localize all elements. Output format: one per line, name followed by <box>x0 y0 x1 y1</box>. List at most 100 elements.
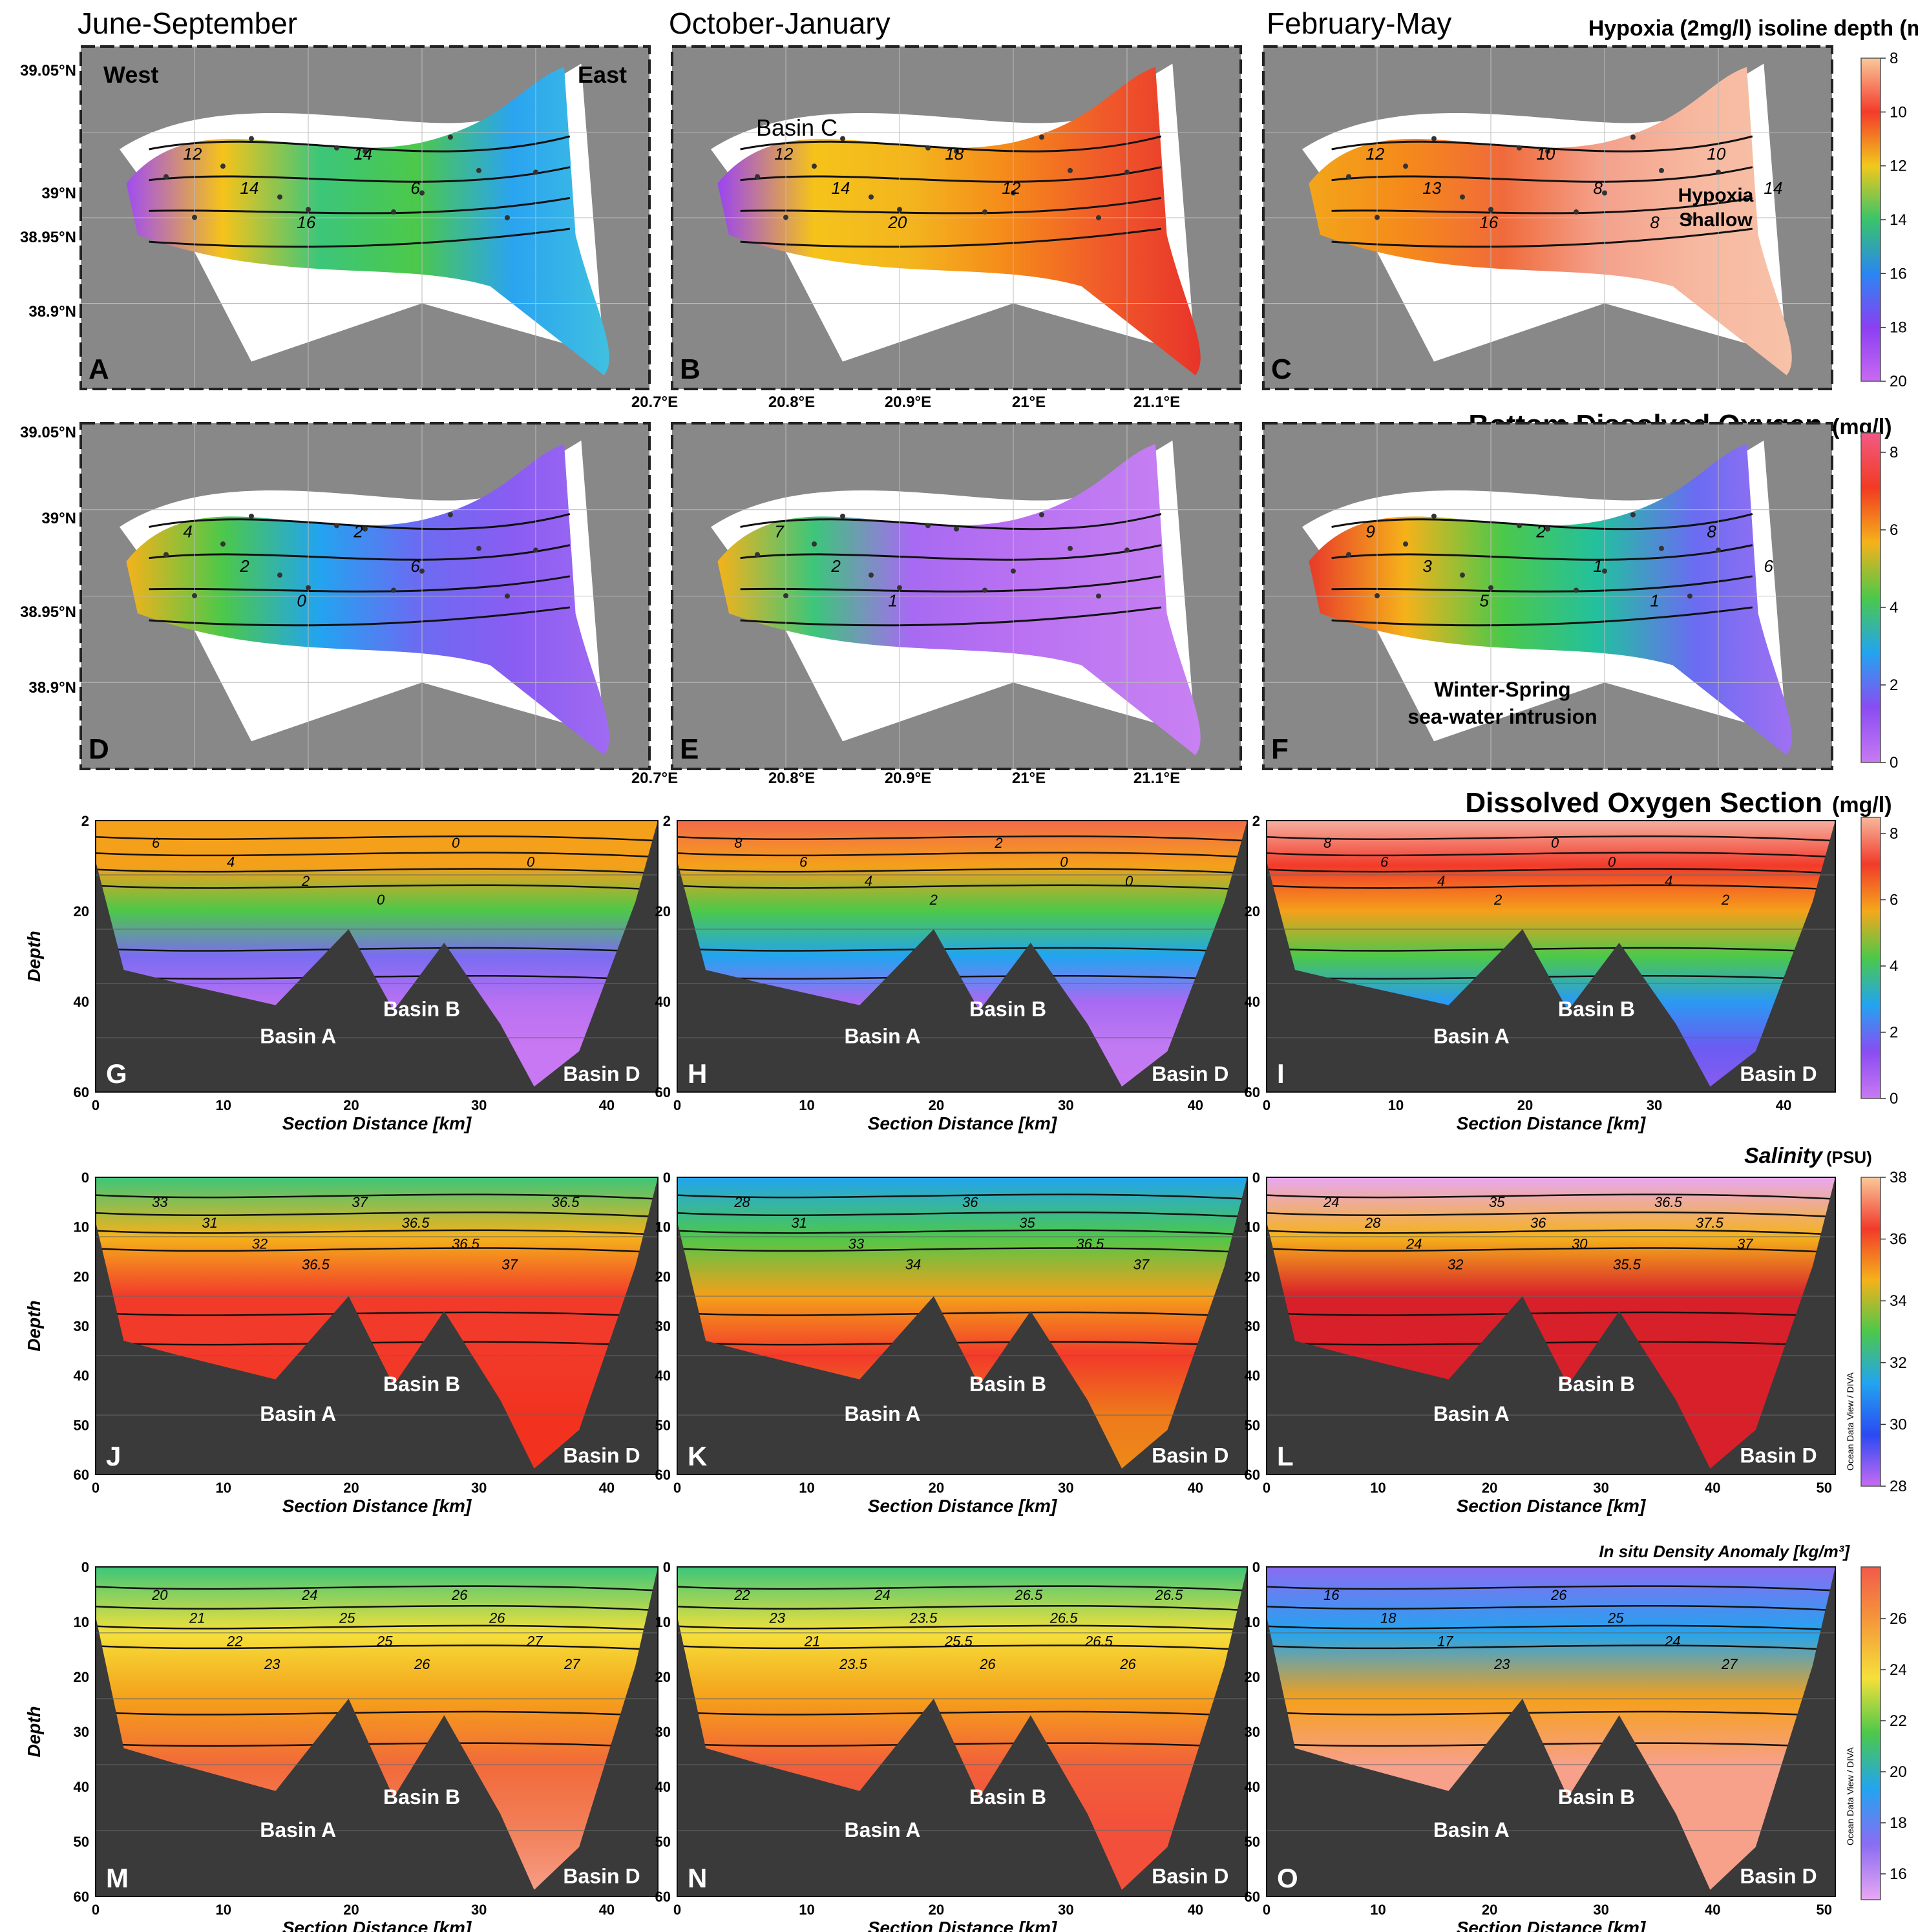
station-dot <box>476 545 481 551</box>
contour-label: 4 <box>227 854 235 870</box>
y-axis-label: Depth <box>24 1300 44 1351</box>
contour-line <box>95 1644 659 1651</box>
contour-line <box>1331 166 1753 183</box>
colorbar-tick-label: 18 <box>1890 1814 1907 1832</box>
x-axis-label: Section Distance [km] <box>868 1496 1058 1516</box>
station-dot <box>505 215 510 220</box>
station-dot <box>1460 194 1465 200</box>
colorbar-tick-label: 22 <box>1890 1712 1907 1730</box>
lat-label: 38.95°N <box>20 229 76 246</box>
distance-tick-label: 20 <box>929 1902 944 1918</box>
station-dot <box>1124 169 1130 175</box>
x-axis-label: Section Distance [km] <box>282 1918 472 1932</box>
station-dot <box>249 513 254 519</box>
contour-line <box>740 513 1162 530</box>
contour-label: 26.5 <box>1049 1610 1079 1626</box>
contour-label: 34 <box>905 1257 921 1273</box>
station-dot <box>476 167 481 173</box>
contour-label: 6 <box>1764 556 1773 576</box>
depth-tick-label: 30 <box>1245 1724 1260 1740</box>
contour-label: 0 <box>1551 835 1559 851</box>
contour-line <box>1266 868 1836 874</box>
station-dot <box>869 194 874 200</box>
basin-label: Basin A <box>1433 1818 1510 1842</box>
station-dot <box>163 174 169 180</box>
depth-tick-label: 60 <box>655 1084 671 1100</box>
station-dot <box>1431 136 1437 142</box>
panel-frame <box>677 1177 1248 1475</box>
distance-tick-label: 10 <box>215 1097 231 1113</box>
contour-label: 18 <box>1380 1610 1396 1626</box>
basin-label: Basin D <box>1152 1444 1228 1467</box>
contour-label: 6 <box>410 556 420 576</box>
lon-label: 21.1°E <box>1133 394 1180 411</box>
colorbar <box>1860 432 1881 763</box>
contour-label: 0 <box>1608 854 1616 870</box>
section-panel: 24 28 24 32 35 36 30 35.5 36.5 37.5 37 Basin A Basin… <box>1266 1177 1836 1475</box>
contour-line <box>677 1193 1248 1200</box>
contour-line <box>149 227 570 248</box>
basin-label: Basin B <box>969 1785 1046 1809</box>
depth-tick-label: 40 <box>1245 994 1260 1010</box>
panel-letter: H <box>688 1058 707 1089</box>
section-panel: 8 6 4 2 0 0 4 2 Basin A Basin B Basin D I <box>1266 820 1836 1093</box>
depth-tick-label: 30 <box>655 1318 671 1334</box>
panel-letter: J <box>106 1441 121 1471</box>
contour-line <box>95 1247 659 1254</box>
row-title-salinity: Salinity <box>1744 1144 1824 1168</box>
station-dot <box>783 215 788 220</box>
panel-letter: M <box>106 1863 129 1893</box>
contour-label: 33 <box>152 1194 168 1210</box>
contour-line <box>95 1211 659 1218</box>
depth-tick-label: 60 <box>655 1889 671 1905</box>
station-dot <box>334 523 339 529</box>
colorbar-tick-label: 0 <box>1890 754 1898 772</box>
contour-label: 6 <box>799 854 808 870</box>
contour-label: 14 <box>831 178 850 198</box>
contour-label: 24 <box>874 1587 890 1603</box>
distance-tick-label: 50 <box>1817 1902 1832 1918</box>
station-dot <box>163 552 169 558</box>
station-dot <box>783 593 788 598</box>
depth-tick-label: 10 <box>74 1614 89 1630</box>
contour-label: 8 <box>1593 178 1603 198</box>
contour-line <box>1331 513 1753 530</box>
map-tag: Basin C <box>756 114 838 141</box>
basin-label: Basin A <box>260 1402 336 1425</box>
map-panel: 4 2 0 2 6 D <box>79 422 651 770</box>
distance-tick-label: 0 <box>1263 1097 1270 1113</box>
station-dot <box>419 568 425 574</box>
panel-frame <box>671 422 1242 770</box>
contour-label: 0 <box>377 892 385 908</box>
contour-line <box>95 1193 659 1200</box>
map-tag: Shallow <box>1679 209 1753 231</box>
depth-tick-label: 60 <box>1245 1084 1260 1100</box>
station-dot <box>448 512 453 518</box>
contour-label: 23 <box>768 1610 785 1626</box>
contour-line <box>1266 1193 1836 1200</box>
depth-tick-label: 10 <box>1245 1219 1260 1235</box>
colorbar-tick-label: 24 <box>1890 1661 1907 1679</box>
contour-line <box>677 1710 1248 1717</box>
x-axis-label: Section Distance [km] <box>868 1113 1058 1133</box>
seabed <box>1267 1177 1835 1475</box>
depth-tick-label: 40 <box>74 994 89 1010</box>
distance-tick-label: 30 <box>471 1097 487 1113</box>
distance-tick-label: 10 <box>1370 1902 1386 1918</box>
contour-line <box>677 1585 1248 1591</box>
contour-line <box>1331 196 1753 215</box>
x-axis-label: Section Distance [km] <box>282 1496 472 1516</box>
contour-label: 25.5 <box>944 1633 973 1649</box>
contour-line <box>1331 544 1753 561</box>
row-title-density: In situ Density Anomaly [kg/m³] <box>1599 1542 1850 1561</box>
panel-frame <box>1266 1566 1836 1897</box>
contour-label: 12 <box>1365 144 1384 163</box>
contour-label: 26.5 <box>1084 1633 1113 1649</box>
lat-label: 39°N <box>41 510 76 527</box>
depth-tick-label: 2 <box>81 813 89 829</box>
station-dot <box>363 526 368 532</box>
depth-tick-label: 50 <box>1245 1834 1260 1850</box>
contour-label: 36.5 <box>302 1257 330 1273</box>
depth-tick-label: 60 <box>74 1084 89 1100</box>
contour-label: 37.5 <box>1696 1215 1724 1231</box>
